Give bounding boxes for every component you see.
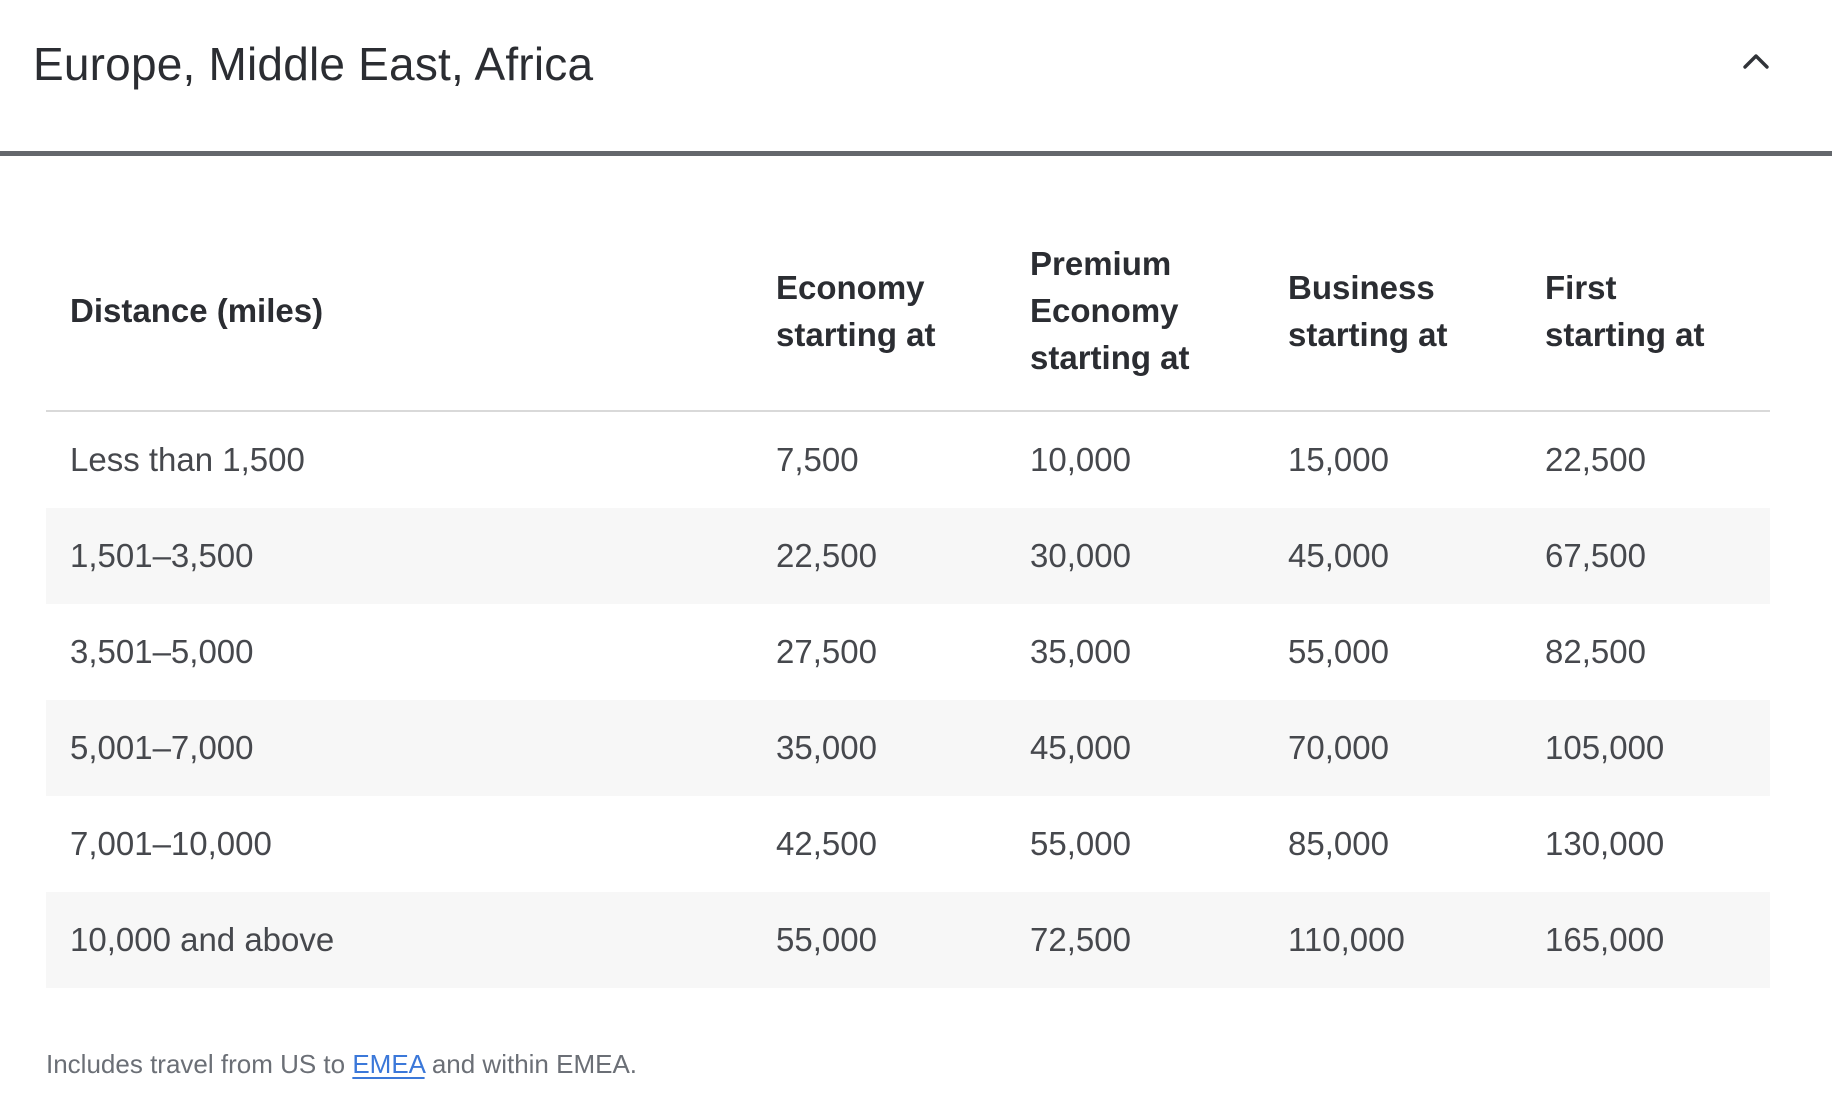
miles-value-cell: 42,500 xyxy=(776,825,877,862)
column-header-first: First starting at xyxy=(1545,156,1770,412)
accordion-header-emea[interactable]: Europe, Middle East, Africa xyxy=(0,0,1832,151)
miles-value-cell: 35,000 xyxy=(1030,633,1131,670)
column-header-distance: Distance (miles) xyxy=(46,156,776,412)
column-header-business: Business starting at xyxy=(1288,156,1545,412)
miles-value-cell: 55,000 xyxy=(1288,633,1389,670)
table-row: Less than 1,500 7,500 10,000 15,000 22,500 xyxy=(46,411,1770,508)
miles-value-cell: 85,000 xyxy=(1288,825,1389,862)
miles-value-cell: 30,000 xyxy=(1030,537,1131,574)
table-row: 10,000 and above 55,000 72,500 110,000 165,0… xyxy=(46,892,1770,988)
miles-value-cell: 45,000 xyxy=(1288,537,1389,574)
miles-value-cell: 27,500 xyxy=(776,633,877,670)
miles-value-cell: 72,500 xyxy=(1030,921,1131,958)
miles-value-cell: 70,000 xyxy=(1288,729,1389,766)
distance-cell: 3,501–5,000 xyxy=(70,633,254,670)
miles-value-cell: 10,000 xyxy=(1030,441,1131,478)
column-header-premium-economy: Premium Economy starting at xyxy=(1030,156,1288,412)
column-header-economy: Economy starting at xyxy=(776,156,1030,412)
miles-value-cell: 7,500 xyxy=(776,441,859,478)
distance-cell: 1,501–3,500 xyxy=(70,537,254,574)
chevron-up-icon[interactable] xyxy=(1740,50,1772,74)
miles-value-cell: 55,000 xyxy=(1030,825,1131,862)
miles-value-cell: 110,000 xyxy=(1288,921,1405,958)
award-miles-table: Distance (miles) Economy starting at Premiu… xyxy=(46,156,1770,988)
miles-value-cell: 22,500 xyxy=(1545,441,1646,478)
distance-cell: Less than 1,500 xyxy=(70,441,305,478)
miles-value-cell: 22,500 xyxy=(776,537,877,574)
miles-value-cell: 105,000 xyxy=(1545,729,1665,766)
accordion-title: Europe, Middle East, Africa xyxy=(33,38,594,90)
section-divider xyxy=(0,151,1832,156)
miles-value-cell: 130,000 xyxy=(1545,825,1665,862)
table-row: 5,001–7,000 35,000 45,000 70,000 105,000 xyxy=(46,700,1770,796)
miles-value-cell: 165,000 xyxy=(1545,921,1665,958)
distance-cell: 5,001–7,000 xyxy=(70,729,254,766)
table-header-row: Distance (miles) Economy starting at Premiu… xyxy=(46,156,1770,412)
distance-cell: 10,000 and above xyxy=(70,921,335,958)
table-row: 3,501–5,000 27,500 35,000 55,000 82,500 xyxy=(46,604,1770,700)
miles-value-cell: 45,000 xyxy=(1030,729,1131,766)
miles-value-cell: 55,000 xyxy=(776,921,877,958)
miles-value-cell: 82,500 xyxy=(1545,633,1646,670)
miles-value-cell: 67,500 xyxy=(1545,537,1646,574)
footnote-text-prefix: Includes travel from US to xyxy=(46,1049,353,1079)
miles-value-cell: 15,000 xyxy=(1288,441,1389,478)
table-row: 7,001–10,000 42,500 55,000 85,000 130,000 xyxy=(46,796,1770,892)
miles-value-cell: 35,000 xyxy=(776,729,877,766)
distance-cell: 7,001–10,000 xyxy=(70,825,272,862)
footnote-text-suffix: and within EMEA. xyxy=(424,1049,638,1079)
emea-link[interactable]: EMEA xyxy=(352,1049,425,1079)
footnote: Includes travel from US to EMEA and with… xyxy=(46,1046,1832,1082)
table-row: 1,501–3,500 22,500 30,000 45,000 67,500 xyxy=(46,508,1770,604)
